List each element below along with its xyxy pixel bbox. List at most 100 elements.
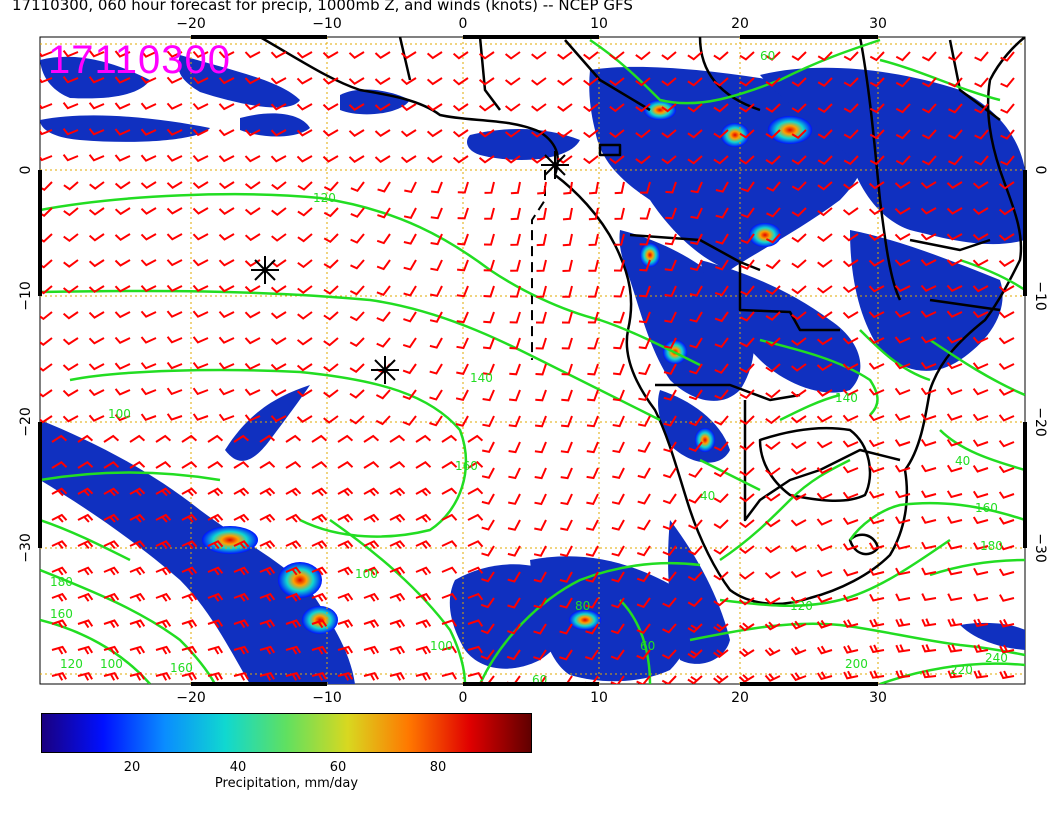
wind-barb bbox=[482, 337, 495, 350]
wind-barb bbox=[426, 51, 443, 60]
wind-barb bbox=[285, 672, 301, 681]
wind-barb bbox=[40, 311, 53, 321]
contour-label: 180 bbox=[980, 539, 1003, 553]
lon-tick-label: 20 bbox=[731, 690, 749, 706]
wind-barb bbox=[739, 545, 755, 554]
wind-barb bbox=[259, 487, 276, 497]
wind-barb bbox=[348, 103, 365, 111]
wind-barb bbox=[114, 50, 131, 58]
wind-barb bbox=[322, 51, 339, 59]
wind-barb bbox=[610, 623, 625, 635]
wind-barb bbox=[323, 207, 339, 218]
wind-barb bbox=[481, 571, 495, 583]
wind-barb bbox=[244, 233, 261, 242]
wind-barb bbox=[218, 413, 235, 422]
wind-barb bbox=[869, 129, 885, 140]
wind-barb bbox=[868, 311, 885, 319]
wind-barb bbox=[441, 540, 458, 548]
wind-barb bbox=[765, 467, 781, 476]
wind-barb bbox=[559, 649, 573, 661]
wind-barb bbox=[259, 434, 276, 443]
wind-barb bbox=[868, 413, 885, 422]
wind-barb bbox=[504, 155, 521, 164]
wind-barb bbox=[140, 207, 157, 215]
wind-barb bbox=[713, 597, 729, 607]
wind-barb bbox=[713, 441, 729, 452]
wind-barb bbox=[585, 519, 599, 531]
contour-label: 160 bbox=[455, 459, 478, 473]
wind-barb bbox=[62, 285, 79, 294]
wind-barb bbox=[270, 77, 287, 85]
wind-barb bbox=[166, 154, 183, 162]
wind-barb bbox=[192, 336, 209, 344]
wind-barb bbox=[323, 311, 339, 321]
wind-barb bbox=[285, 592, 302, 602]
dashed-track bbox=[531, 170, 546, 360]
wind-barb bbox=[817, 207, 833, 217]
wind-barb bbox=[337, 592, 354, 602]
contour-labels: 120 140 160 160 140 120 100 100 180 160 … bbox=[50, 49, 1008, 684]
wind-barb bbox=[690, 233, 703, 246]
wind-barb bbox=[714, 285, 729, 297]
wind-barb bbox=[129, 513, 146, 523]
wind-barb bbox=[62, 415, 79, 423]
colorbar-title: Precipitation, mm/day bbox=[214, 776, 359, 791]
wind-barb bbox=[403, 259, 417, 271]
wind-barb bbox=[816, 619, 833, 629]
wind-barb bbox=[377, 181, 391, 193]
wind-barb bbox=[467, 434, 484, 443]
wind-barb bbox=[426, 129, 443, 138]
wind-barb bbox=[636, 649, 651, 660]
wind-barb bbox=[374, 77, 391, 86]
wind-barb bbox=[478, 129, 495, 138]
wind-barb bbox=[921, 644, 937, 653]
wind-barb bbox=[259, 672, 275, 681]
wind-barb bbox=[40, 155, 53, 162]
wind-barb bbox=[894, 490, 911, 499]
wind-barb bbox=[713, 129, 729, 139]
wind-barb bbox=[1000, 103, 1015, 114]
wind-barb bbox=[791, 233, 807, 243]
wind-barb bbox=[441, 513, 458, 521]
wind-barb bbox=[244, 103, 261, 111]
asterisk-marker bbox=[251, 256, 279, 284]
wind-barb bbox=[894, 387, 911, 396]
wind-barb bbox=[285, 487, 302, 497]
wind-barb bbox=[481, 467, 495, 479]
wind-barb bbox=[791, 207, 807, 217]
wind-barb bbox=[895, 129, 911, 140]
wind-barb bbox=[613, 311, 625, 324]
wind-barb bbox=[661, 675, 677, 684]
wind-barb bbox=[738, 597, 755, 606]
wind-barb bbox=[536, 207, 547, 221]
wind-barb bbox=[63, 233, 79, 243]
wind-barb bbox=[285, 434, 302, 443]
wind-barb bbox=[337, 487, 354, 497]
wind-barb bbox=[62, 389, 79, 397]
wind-barb bbox=[843, 103, 859, 114]
wind-barb bbox=[376, 285, 391, 297]
wind-barb bbox=[400, 129, 417, 138]
wind-barb bbox=[455, 415, 469, 427]
wind-barb bbox=[687, 649, 703, 659]
wind-barb bbox=[140, 102, 157, 110]
wind-barb bbox=[322, 129, 339, 137]
wind-barb bbox=[583, 155, 599, 165]
wind-barb bbox=[765, 233, 781, 244]
wind-barb bbox=[103, 566, 120, 576]
wind-barb bbox=[843, 645, 859, 654]
wind-barb bbox=[403, 233, 417, 245]
wind-barb bbox=[192, 259, 209, 267]
wind-barb bbox=[687, 77, 703, 87]
wind-barb bbox=[998, 517, 1015, 525]
wind-barb bbox=[311, 566, 328, 576]
wind-barb bbox=[415, 566, 432, 576]
wind-barb bbox=[1000, 129, 1015, 140]
wind-barb bbox=[233, 487, 250, 497]
wind-barb bbox=[868, 542, 885, 551]
wind-barb bbox=[363, 461, 380, 469]
wind-barb bbox=[441, 566, 458, 574]
wind-barb bbox=[296, 51, 313, 59]
wind-barb bbox=[998, 388, 1015, 396]
wind-barb bbox=[921, 77, 937, 88]
